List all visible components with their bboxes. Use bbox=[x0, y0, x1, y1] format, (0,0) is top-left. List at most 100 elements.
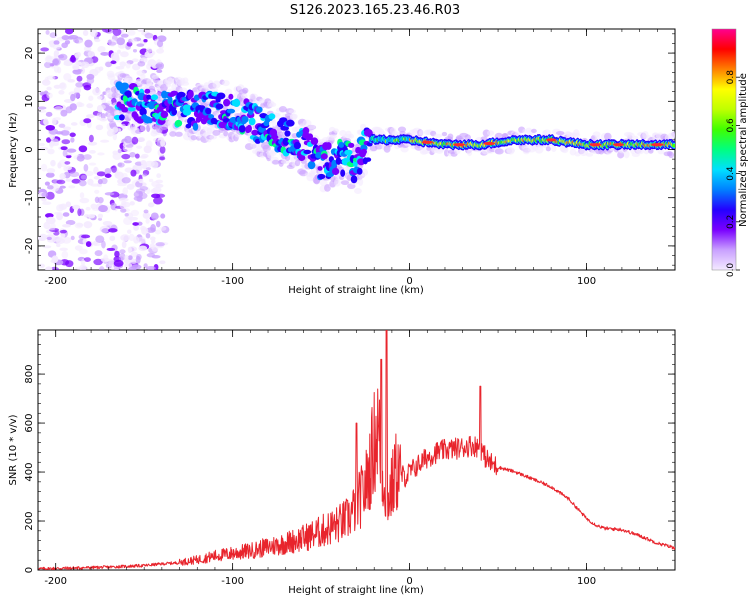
spectrogram-noise-blob bbox=[113, 259, 124, 267]
spectrogram-ridge-blob bbox=[248, 117, 256, 126]
spectrogram-noise-blob bbox=[83, 221, 93, 229]
spectrogram-noise-blob bbox=[65, 178, 72, 182]
spectrogram-noise-blob bbox=[129, 151, 136, 158]
colorbar-tick-label: 0.6 bbox=[726, 118, 736, 133]
spectrogram-noise-blob bbox=[124, 135, 132, 144]
spectrogram-noise-blob bbox=[138, 245, 148, 252]
spectrogram-noise-blob bbox=[38, 234, 46, 242]
spectrogram-halo-blob bbox=[148, 122, 155, 129]
spectrogram-noise-blob bbox=[46, 167, 56, 174]
spectrogram-halo-blob bbox=[374, 143, 383, 150]
spectrogram-noise-blob bbox=[40, 47, 49, 52]
spectrogram-halo-blob bbox=[289, 113, 297, 121]
spectrogram-noise-blob bbox=[121, 177, 131, 184]
spectrogram-noise-blob bbox=[94, 38, 101, 43]
spectrogram-noise-blob bbox=[68, 35, 79, 40]
spectrogram-halo-blob bbox=[260, 141, 270, 150]
spectrogram-noise-blob bbox=[133, 236, 140, 244]
spectrogram-ridge-blob bbox=[228, 93, 234, 100]
spectrogram-ridge-blob bbox=[303, 149, 312, 155]
spectrogram-noise-blob bbox=[101, 228, 110, 234]
spectrogram-ridge-blob bbox=[302, 127, 310, 135]
spectrogram-noise-blob bbox=[63, 61, 73, 67]
spectrogram-halo-blob bbox=[109, 120, 117, 128]
spectrogram-noise-blob bbox=[80, 234, 91, 239]
spectrogram-noise-blob bbox=[87, 178, 94, 186]
spectrogram-noise-blob bbox=[145, 266, 156, 270]
spectrogram-noise-blob bbox=[61, 139, 71, 145]
spectrogram-noise-blob bbox=[82, 30, 89, 36]
spectrogram-noise-blob bbox=[125, 144, 134, 148]
spectrogram-ridge-blob bbox=[331, 159, 338, 168]
spectrogram-noise-blob bbox=[141, 153, 149, 159]
spectrogram-noise-blob bbox=[86, 103, 94, 109]
spectrogram-noise-blob bbox=[120, 208, 127, 213]
spectrogram-noise-blob bbox=[58, 123, 66, 128]
spectrogram-noise-blob bbox=[105, 61, 112, 68]
spectrogram-halo-blob bbox=[276, 131, 285, 136]
spectrogram-noise-blob bbox=[44, 61, 52, 69]
spectrogram-noise-blob bbox=[149, 236, 156, 241]
colorbar-ticks: 0.0 0.2 0.4 0.6 0.8 bbox=[726, 70, 740, 277]
spectrogram-noise-blob bbox=[97, 95, 103, 100]
spectrogram-noise-blob bbox=[43, 118, 49, 126]
spectrogram-noise-blob bbox=[94, 189, 100, 194]
spectrogram-noise-blob bbox=[79, 197, 90, 204]
spectrogram-y-axis-label: Frequency (Hz) bbox=[8, 112, 19, 188]
spectrogram-noise-blob bbox=[143, 209, 149, 214]
spectrogram-noise-blob bbox=[65, 201, 71, 208]
spectrogram-halo-blob bbox=[421, 149, 430, 155]
spectrogram-noise-blob bbox=[88, 162, 97, 166]
spectrogram-noise-blob bbox=[97, 178, 103, 185]
spectrogram-noise-blob bbox=[75, 82, 84, 88]
spectrogram-noise-blob bbox=[53, 84, 61, 89]
spectrogram-noise-blob bbox=[110, 60, 117, 65]
spectrogram-ridge-blob bbox=[344, 149, 353, 155]
spectrogram-halo-blob bbox=[224, 88, 233, 96]
spectrogram-noise-blob bbox=[39, 263, 45, 269]
spectrogram-ridge-blob bbox=[188, 89, 194, 99]
spectrogram-halo-blob bbox=[242, 87, 249, 94]
spectrogram-noise-blob bbox=[146, 252, 156, 258]
spectrogram-noise-blob bbox=[107, 228, 118, 233]
spectrogram-y-tick-label: 0 bbox=[24, 146, 35, 152]
spectrogram-noise-blob bbox=[71, 178, 81, 184]
spectrogram-halo-blob bbox=[585, 152, 594, 157]
spectrogram-noise-blob bbox=[160, 213, 166, 219]
spectrogram-noise-blob bbox=[124, 212, 129, 217]
spectrogram-noise-blob bbox=[56, 212, 64, 221]
spectrogram-halo-blob bbox=[151, 74, 160, 80]
spectrogram-noise-blob bbox=[45, 191, 55, 200]
spectrogram-ridge-blob bbox=[223, 98, 231, 107]
spectrogram-noise-blob bbox=[104, 168, 112, 175]
spectrogram-y-tick-label: 10 bbox=[24, 95, 35, 108]
spectrogram-noise-blob bbox=[39, 147, 49, 151]
spectrogram-ridge-blob bbox=[146, 94, 152, 100]
snr-y-tick-label: 0 bbox=[24, 567, 35, 573]
spectrogram-halo-blob bbox=[212, 129, 221, 136]
colorbar-tick-label: 0.2 bbox=[726, 215, 736, 229]
spectrogram-noise-blob bbox=[65, 220, 76, 226]
spectrogram-noise-blob bbox=[69, 132, 76, 137]
spectrogram-halo-blob bbox=[531, 128, 537, 133]
spectrogram-noise-blob bbox=[74, 53, 81, 58]
spectrogram-noise-blob bbox=[80, 61, 90, 69]
spectrogram-noise-blob bbox=[111, 165, 117, 173]
spectrogram-ridge-blob bbox=[246, 124, 252, 133]
spectrogram-noise-blob bbox=[147, 59, 157, 67]
spectrogram-noise-blob bbox=[82, 238, 88, 245]
spectrogram-ridge-blob bbox=[208, 114, 215, 119]
spectrogram-noise-blob bbox=[156, 59, 162, 65]
spectrogram-ridge-blob bbox=[127, 106, 136, 112]
spectrogram-halo-blob bbox=[543, 129, 551, 136]
spectrogram-noise-blob bbox=[89, 29, 98, 38]
spectrogram-noise-blob bbox=[70, 122, 78, 126]
spectrogram-noise-blob bbox=[121, 153, 131, 160]
spectrogram-noise-blob bbox=[59, 173, 66, 180]
snr-y-tick-label: 200 bbox=[24, 511, 35, 530]
spectrogram-noise-blob bbox=[83, 164, 89, 172]
spectrogram-noise-blob bbox=[52, 44, 61, 50]
spectrogram-noise-blob bbox=[80, 258, 86, 267]
spectrogram-halo-blob bbox=[626, 132, 635, 139]
